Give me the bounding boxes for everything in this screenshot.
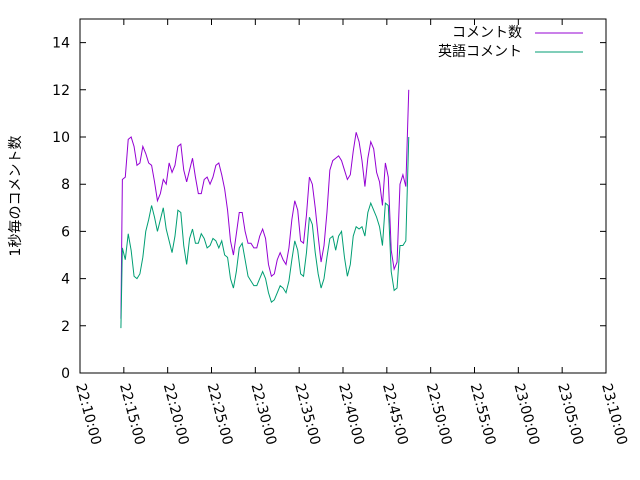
x-tick-label: 22:25:00: [204, 382, 236, 447]
x-tick-label: 22:40:00: [335, 382, 367, 447]
y-tick-label: 2: [61, 319, 70, 335]
x-tick-label: 22:55:00: [467, 382, 499, 447]
legend-label-0: コメント数: [452, 25, 522, 41]
y-tick-label: 12: [52, 83, 70, 99]
x-tick-label: 22:30:00: [247, 382, 279, 447]
y-tick-label: 14: [52, 36, 70, 52]
y-tick-label: 6: [61, 224, 70, 240]
y-tick-label: 8: [61, 177, 70, 193]
y-tick-label: 4: [61, 272, 70, 288]
x-tick-label: 22:45:00: [379, 382, 411, 447]
series-line-1: [120, 136, 410, 329]
x-tick-label: 22:10:00: [72, 382, 104, 447]
x-tick-label: 23:00:00: [510, 382, 542, 447]
x-tick-label: 22:15:00: [116, 382, 148, 447]
x-tick-label: 23:10:00: [598, 382, 630, 447]
y-axis-label: 1秒毎のコメント数: [8, 136, 24, 257]
x-tick-label: 22:20:00: [160, 382, 192, 447]
y-tick-label: 0: [61, 366, 70, 382]
y-tick-label: 10: [52, 130, 70, 146]
legend-label-1: 英語コメント: [438, 43, 522, 60]
x-tick-label: 22:35:00: [291, 382, 323, 447]
x-tick-label: 23:05:00: [554, 382, 586, 447]
x-tick-label: 22:50:00: [423, 382, 455, 447]
series-line-0: [120, 89, 410, 319]
